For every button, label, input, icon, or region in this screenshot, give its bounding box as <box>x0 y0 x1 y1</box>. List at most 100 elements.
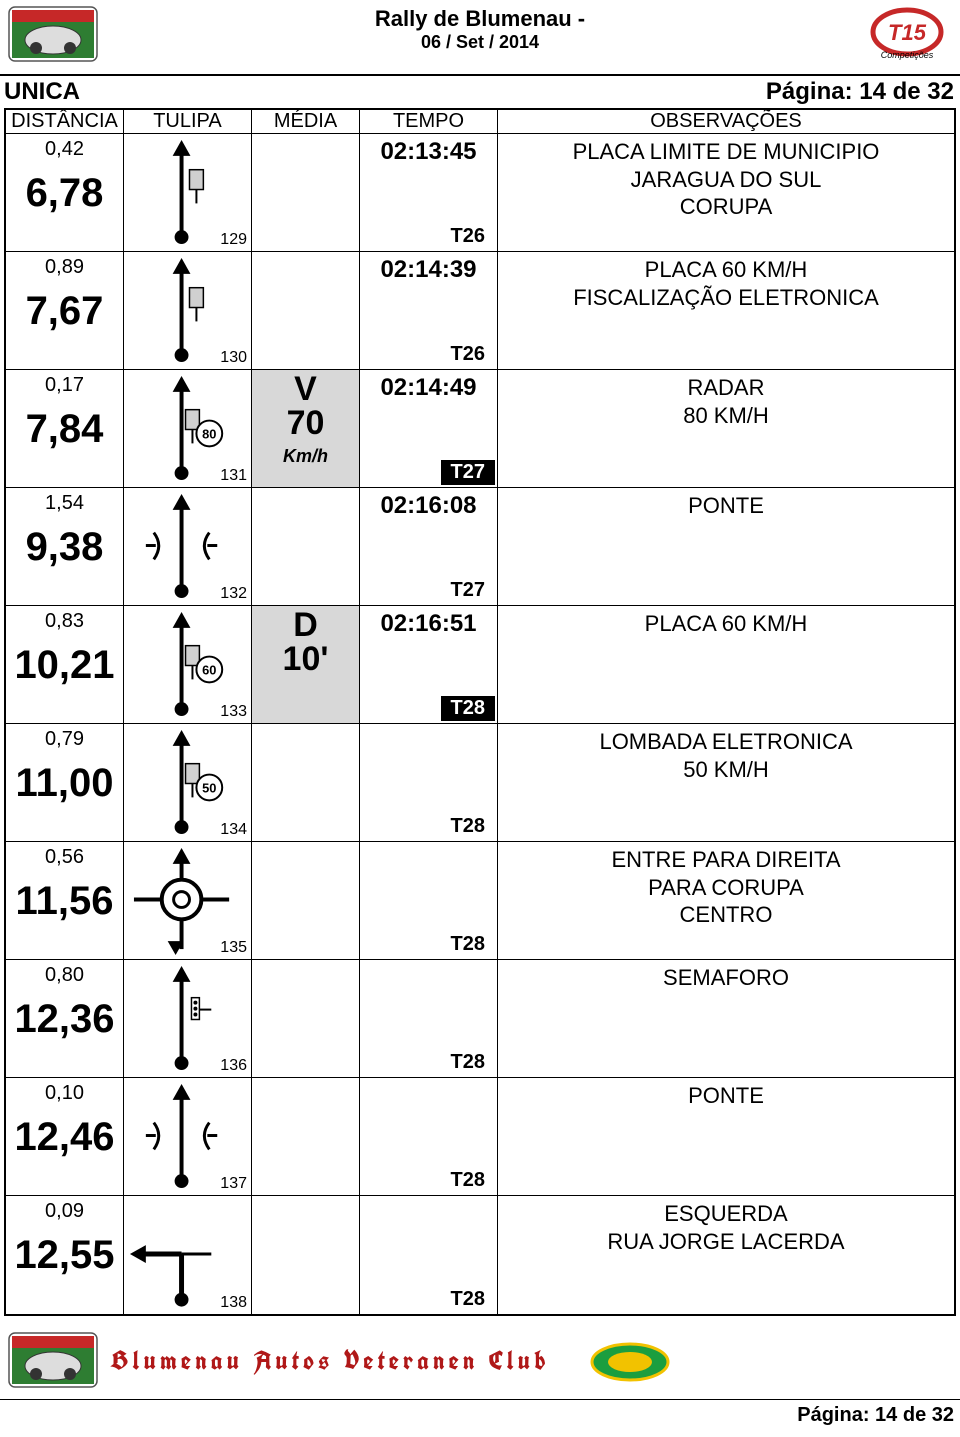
table-row: 1,54 9,38 13202:16:08 T27PONTE <box>6 488 954 606</box>
tempo-tag: T27 <box>441 460 495 485</box>
cell-observations: ESQUERDARUA JORGE LACERDA <box>498 1196 954 1314</box>
cell-tulipa: 138 <box>124 1196 252 1314</box>
tulipa-number: 137 <box>220 1175 247 1193</box>
obs-line: RADAR <box>498 374 954 402</box>
tempo-time: 02:14:49 <box>360 370 497 402</box>
cell-observations: ENTRE PARA DIREITAPARA CORUPACENTRO <box>498 842 954 959</box>
tempo-time <box>360 842 497 846</box>
cell-media <box>252 842 360 959</box>
cell-media: D 10' <box>252 606 360 723</box>
cell-observations: PONTE <box>498 488 954 605</box>
tempo-tag: T28 <box>441 814 495 839</box>
cell-media: V 70 Km/h <box>252 370 360 487</box>
cell-media <box>252 1078 360 1195</box>
subheader-left: UNICA <box>4 78 80 106</box>
tempo-tag: T28 <box>441 1287 495 1312</box>
media-value: 10' <box>252 642 359 676</box>
col-header-dist: DISTÂNCIA <box>6 110 124 133</box>
dist-total: 7,84 <box>6 397 123 449</box>
cell-tempo: T28 <box>360 1196 498 1314</box>
footer-badge <box>590 1342 670 1382</box>
cell-distance: 0,83 10,21 <box>6 606 124 723</box>
cell-distance: 0,42 6,78 <box>6 134 124 251</box>
tempo-tag: T26 <box>441 224 495 249</box>
obs-line: FISCALIZAÇÃO ELETRONICA <box>498 284 954 312</box>
table-row: 0,83 10,21 60 133 D 10' 02:16:51 T28 PLACA … <box>6 606 954 724</box>
obs-line: ESQUERDA <box>498 1200 954 1228</box>
cell-tulipa: 129 <box>124 134 252 251</box>
cell-tempo: T28 <box>360 842 498 959</box>
svg-text:80: 80 <box>202 426 216 441</box>
dist-partial: 0,42 <box>6 134 123 161</box>
cell-media <box>252 134 360 251</box>
tempo-time: 02:16:51 <box>360 606 497 638</box>
tempo-time <box>360 1196 497 1200</box>
svg-text:60: 60 <box>202 662 216 677</box>
page-footer: Blumenau Autos Veteranen Club Página: 14… <box>0 1330 960 1400</box>
tempo-tag: T28 <box>441 696 495 721</box>
cell-distance: 0,09 12,55 <box>6 1196 124 1314</box>
header-title: Rally de Blumenau - <box>0 4 960 32</box>
dist-partial: 0,80 <box>6 960 123 987</box>
cell-tempo: T28 <box>360 1078 498 1195</box>
cell-observations: PLACA 60 KM/HFISCALIZAÇÃO ELETRONICA <box>498 252 954 369</box>
svg-text:50: 50 <box>202 780 216 795</box>
cell-tulipa: 136 <box>124 960 252 1077</box>
dist-partial: 0,10 <box>6 1078 123 1105</box>
dist-partial: 0,79 <box>6 724 123 751</box>
media-label: V <box>252 370 359 406</box>
cell-tempo: 02:14:39 T26 <box>360 252 498 369</box>
cell-tulipa: 132 <box>124 488 252 605</box>
cell-tempo: 02:14:49 T27 <box>360 370 498 487</box>
dist-partial: 0,83 <box>6 606 123 633</box>
tempo-tag: T27 <box>441 578 495 603</box>
tempo-time <box>360 1078 497 1082</box>
tulipa-number: 130 <box>220 349 247 367</box>
dist-total: 7,67 <box>6 279 123 331</box>
cell-tulipa: 50 134 <box>124 724 252 841</box>
obs-line: JARAGUA DO SUL <box>498 166 954 194</box>
roadbook-table: DISTÂNCIA TULIPA MÉDIA TEMPO OBSERVAÇÕES… <box>4 108 956 1316</box>
table-row: 0,56 11,56 135 T28ENTRE PARA DIREITAPARA… <box>6 842 954 960</box>
cell-observations: LOMBADA ELETRONICA50 KM/H <box>498 724 954 841</box>
tempo-time <box>360 960 497 964</box>
tulipa-number: 136 <box>220 1057 247 1075</box>
tempo-tag: T28 <box>441 1168 495 1193</box>
cell-media <box>252 488 360 605</box>
dist-total: 11,56 <box>6 869 123 921</box>
table-row: 0,89 7,67 130 02:14:39 T26PLACA 60 KM/HFI… <box>6 252 954 370</box>
cell-distance: 0,89 7,67 <box>6 252 124 369</box>
tulipa-number: 133 <box>220 703 247 721</box>
dist-total: 6,78 <box>6 161 123 213</box>
cell-tempo: T28 <box>360 724 498 841</box>
col-header-obs: OBSERVAÇÕES <box>498 110 954 133</box>
obs-line: PONTE <box>498 1082 954 1110</box>
cell-distance: 0,17 7,84 <box>6 370 124 487</box>
tulipa-number: 135 <box>220 939 247 957</box>
table-header: DISTÂNCIA TULIPA MÉDIA TEMPO OBSERVAÇÕES <box>6 110 954 134</box>
cell-tempo: T28 <box>360 960 498 1077</box>
dist-total: 12,36 <box>6 987 123 1039</box>
tempo-time: 02:13:45 <box>360 134 497 166</box>
dist-partial: 0,17 <box>6 370 123 397</box>
cell-observations: SEMAFORO <box>498 960 954 1077</box>
table-row: 0,09 12,55 138 T28ESQUERDARUA JORGE LACE… <box>6 1196 954 1314</box>
tempo-tag: T28 <box>441 932 495 957</box>
cell-observations: RADAR80 KM/H <box>498 370 954 487</box>
media-label: D <box>252 606 359 642</box>
obs-line: ENTRE PARA DIREITA <box>498 846 954 874</box>
obs-line: 50 KM/H <box>498 756 954 784</box>
cell-tulipa: 80131 <box>124 370 252 487</box>
tulipa-number: 134 <box>220 821 247 839</box>
cell-tulipa: 135 <box>124 842 252 959</box>
dist-total: 12,46 <box>6 1105 123 1157</box>
obs-line: CORUPA <box>498 193 954 221</box>
obs-line: PONTE <box>498 492 954 520</box>
obs-line: PLACA 60 KM/H <box>498 610 954 638</box>
tulipa-number: 138 <box>220 1294 247 1312</box>
col-header-tulipa: TULIPA <box>124 110 252 133</box>
tulipa-number: 132 <box>220 585 247 603</box>
svg-text:Competições: Competições <box>881 50 934 60</box>
cell-distance: 0,56 11,56 <box>6 842 124 959</box>
table-row: 0,10 12,46 137 T28 PONTE <box>6 1078 954 1196</box>
